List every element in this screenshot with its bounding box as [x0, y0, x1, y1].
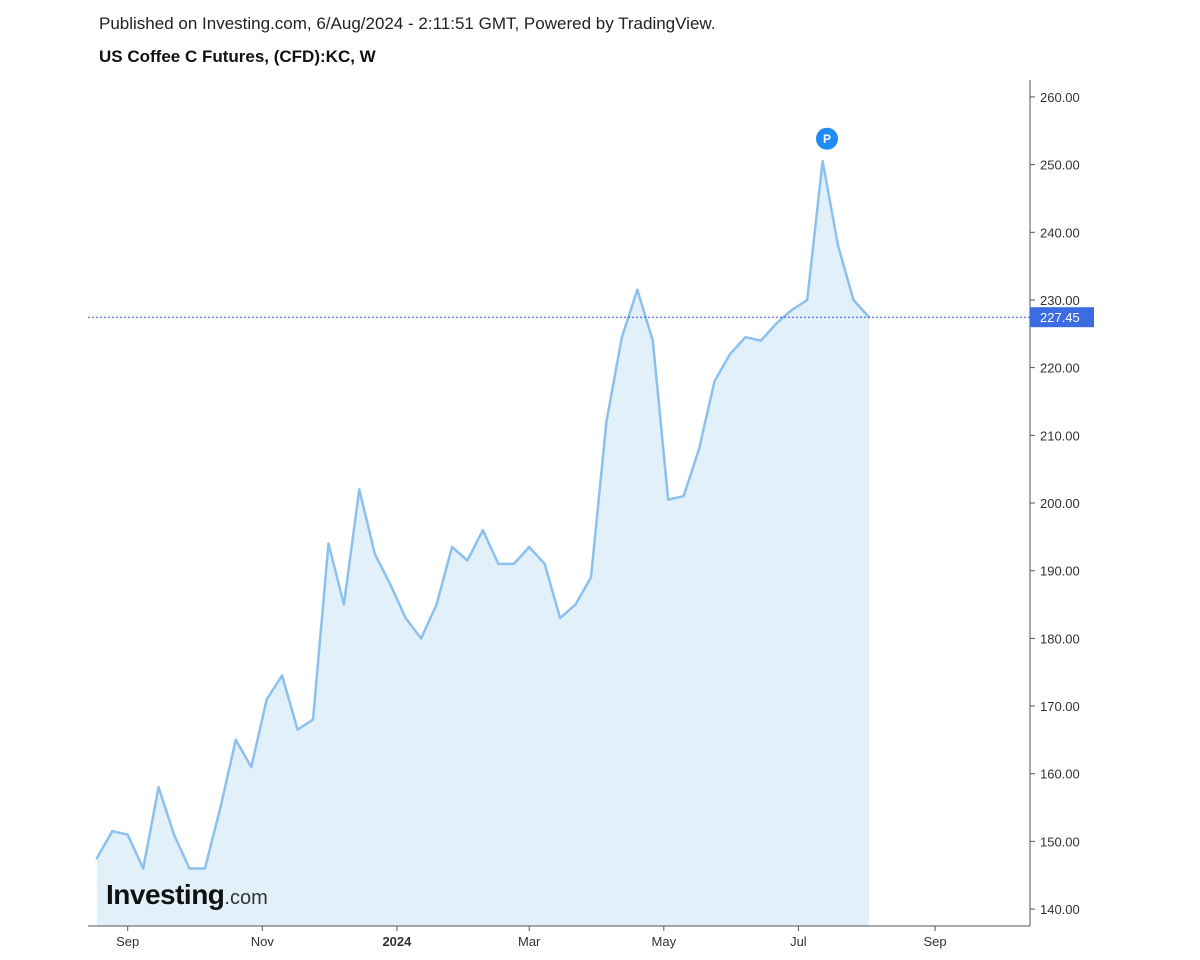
logo-bold-text: Investing [106, 879, 224, 910]
data-point [528, 545, 531, 549]
data-point [265, 698, 268, 701]
data-point [327, 542, 330, 545]
data-point [95, 857, 99, 860]
data-point [605, 420, 608, 423]
data-point [157, 786, 160, 789]
line-layer [95, 159, 871, 870]
y-tick-label: 180.00 [1040, 631, 1080, 646]
data-point [836, 244, 840, 247]
data-point [450, 545, 454, 549]
last-price-tag [1030, 307, 1094, 328]
x-tick-label: Sep [116, 934, 139, 949]
data-point [373, 552, 376, 555]
data-point [404, 616, 407, 620]
data-point [697, 447, 701, 451]
data-point [620, 336, 624, 339]
data-point [172, 833, 176, 836]
data-point [713, 380, 716, 383]
y-tick-label: 210.00 [1040, 428, 1080, 443]
data-point [589, 576, 593, 579]
data-point [142, 867, 145, 870]
investing-logo: Investing.com [106, 879, 268, 910]
data-point [728, 352, 732, 356]
y-tick-label: 200.00 [1040, 496, 1080, 511]
data-point [775, 322, 778, 325]
y-tick-label: 140.00 [1040, 902, 1080, 917]
marker-badge[interactable] [816, 127, 838, 150]
data-point [512, 562, 515, 566]
data-point [790, 308, 793, 312]
chart-title: US Coffee C Futures, (CFD):KC, W [99, 47, 376, 66]
x-tick-label: Mar [518, 934, 541, 949]
y-tick-label: 250.00 [1040, 158, 1080, 173]
data-point [358, 488, 361, 491]
data-point [821, 160, 824, 163]
data-point [759, 339, 763, 342]
y-tick-label: 220.00 [1040, 361, 1080, 376]
data-point [543, 562, 546, 566]
marker-label: P [823, 132, 831, 146]
x-tick-label: Nov [251, 934, 275, 949]
price-area [96, 161, 870, 926]
data-point [481, 528, 485, 532]
published-info: Published on Investing.com, 6/Aug/2024 -… [99, 14, 716, 33]
data-point [296, 728, 299, 731]
data-point [219, 806, 222, 809]
data-point [111, 830, 114, 833]
y-tick-label: 260.00 [1040, 90, 1080, 105]
data-point [250, 765, 253, 769]
y-tick-label: 190.00 [1040, 564, 1080, 579]
logo-light-text: .com [224, 887, 267, 909]
data-point [419, 637, 423, 640]
data-point [389, 583, 392, 586]
data-point [806, 298, 809, 302]
data-point [667, 498, 670, 501]
data-point [234, 738, 237, 742]
x-tick-label: Sep [924, 934, 947, 949]
data-point [280, 674, 284, 677]
data-point [852, 298, 855, 302]
data-point [188, 867, 191, 870]
data-point [682, 495, 685, 498]
y-tick-label: 150.00 [1040, 834, 1080, 849]
data-point [435, 603, 438, 606]
data-point [126, 833, 129, 836]
data-point [466, 559, 469, 562]
data-point [342, 603, 346, 606]
axis-layer: 140.00 150.00 160.00 170.00 180.00 190.00 200.… [88, 80, 1094, 949]
y-tick-label: 170.00 [1040, 699, 1080, 714]
data-point [203, 867, 207, 870]
x-tick-label: Jul [790, 934, 807, 949]
data-point [497, 562, 500, 566]
marker-layer: P [816, 127, 838, 150]
data-point [636, 288, 639, 291]
logo-text: Investing.com [106, 879, 268, 910]
data-point [574, 603, 577, 606]
data-point [744, 336, 747, 339]
area-layer [96, 161, 870, 926]
x-tick-label: May [652, 934, 677, 949]
y-tick-label: 240.00 [1040, 225, 1080, 240]
data-point [558, 616, 562, 620]
data-point [651, 339, 654, 342]
y-tick-label: 230.00 [1040, 293, 1080, 308]
data-point [311, 718, 315, 721]
last-price-label: 227.45 [1040, 310, 1080, 325]
x-tick-label: 2024 [382, 934, 412, 949]
y-tick-label: 160.00 [1040, 767, 1080, 782]
